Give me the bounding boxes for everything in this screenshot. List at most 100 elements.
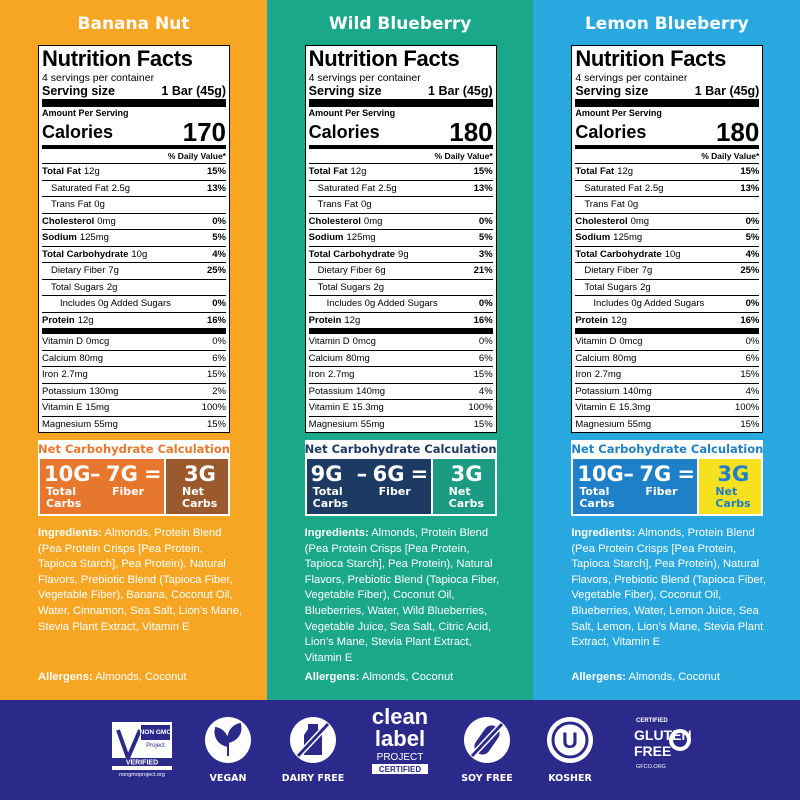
nutrient: Cholesterol 0mg <box>575 216 649 227</box>
net-carb-result: 3G Net Carbs <box>166 459 228 514</box>
nutrient: Sodium 125mg <box>575 232 642 243</box>
equals: = <box>677 462 695 486</box>
nutrient-row: Saturated Fat 2.5g 13% <box>575 179 760 197</box>
amount-per-serving: Amount Per Serving <box>575 108 662 118</box>
rule <box>308 328 493 334</box>
nutrient-dv: 4% <box>212 248 226 260</box>
nutrient-name: Total Fat <box>575 166 615 178</box>
allergens: Allergens: Almonds, Coconut <box>571 671 720 683</box>
nutrient-name: Potassium <box>308 385 354 397</box>
nutrient-dv: 15% <box>473 369 493 381</box>
product-title: Wild Blueberry <box>328 14 472 34</box>
nutrient-amount: 2.5g <box>111 182 131 194</box>
rule <box>42 99 226 107</box>
nutrient-amount: 9g <box>398 248 409 260</box>
nutrient-row: Total Carbohydrate 10g 4% <box>575 245 760 263</box>
ingredients-label: Ingredients: <box>304 527 369 539</box>
nutrient: Dietary Fiber 7g <box>575 265 652 276</box>
net-carbs-label: Net Carbs <box>448 485 484 510</box>
nutrient-row: Iron 2.7mg 15% <box>42 366 226 383</box>
nutrient: Sodium 125mg <box>309 232 376 243</box>
nutrition-label: Nutrition Facts 4 servings per container S… <box>38 45 230 433</box>
nutrient-amount: 0mg <box>97 215 116 227</box>
nutrient-row: Iron 2.7mg 15% <box>575 366 760 383</box>
total-carbs: 9G <box>310 462 343 486</box>
nutrient-amount: 2.5g <box>378 182 397 194</box>
nutrient-row: Vitamin E 15.3mg 100% <box>575 399 760 416</box>
nutrient: Saturated Fat 2.5g <box>575 183 663 194</box>
equals: = <box>410 462 429 486</box>
amount-per-serving: Amount Per Serving <box>42 108 129 118</box>
nutrient: Total Sugars 2g <box>42 282 117 293</box>
nutrient: Cholesterol 0mg <box>42 216 116 227</box>
nutrient-dv: 15% <box>740 166 760 178</box>
calories: Calories 180 <box>309 119 493 145</box>
nutrient-row: Protein 12g 16% <box>575 311 760 329</box>
nutrient-name: Magnesium <box>575 418 625 430</box>
fiber: 6G <box>372 462 405 486</box>
ingredients-label: Ingredients: <box>38 527 103 539</box>
vegan-label: VEGAN <box>209 773 247 784</box>
net-carb-box: Net Carbohydrate Calculation 10G –7G = Total… <box>38 440 230 516</box>
nutrient: Potassium 140mg <box>309 386 385 397</box>
nutrient-name: Iron <box>42 369 59 381</box>
net-carbs: 3G <box>717 462 750 486</box>
nutrient-name: Includes 0g Added Sugars <box>60 298 171 310</box>
nutrient: Trans Fat 0g <box>575 199 638 210</box>
nutrient-row: Vitamin D 0mcg 0% <box>42 334 226 350</box>
leaf <box>214 722 242 756</box>
clean-label-2: label <box>375 726 425 751</box>
nutrient-name: Total Sugars <box>584 281 638 293</box>
nutrient: Potassium 140mg <box>575 386 651 397</box>
nutrition-label: Nutrition Facts 4 servings per container S… <box>304 45 497 433</box>
nutrient-amount: 10g <box>664 248 681 260</box>
slash <box>296 722 330 758</box>
nutrient-amount: 15.3mg <box>618 402 651 414</box>
nutrient-dv: 100% <box>201 402 226 414</box>
non-gmo-url: nongmoproject.org <box>119 772 165 778</box>
non-gmo-verified: VERIFIED <box>126 760 158 767</box>
nutrient-row: Potassium 130mg 2% <box>42 382 226 400</box>
nutrient: Dietary Fiber 6g <box>309 265 386 276</box>
nutrient: Total Carbohydrate 10g <box>42 249 147 260</box>
nutrient-amount: 2.5g <box>644 182 664 194</box>
nutrient-name: Magnesium <box>308 418 358 430</box>
net-carb-title: Net Carbohydrate Calculation <box>571 442 764 456</box>
ingredients-label: Ingredients: <box>571 527 636 539</box>
nutrient: Vitamin D 0mcg <box>42 336 109 347</box>
nutrient: Total Carbohydrate 10g <box>575 249 680 260</box>
calories-label: Calories <box>42 122 114 142</box>
nutrient-dv: 16% <box>206 314 226 326</box>
net-carb-calc: 10G –7G = Total Carbs Fiber <box>40 459 164 514</box>
nutrient-amount: 80mg <box>345 352 370 364</box>
gf-mark <box>669 729 691 751</box>
nutrient: Includes 0g Added Sugars <box>575 298 704 309</box>
serving-value: 1 Bar (45g) <box>161 84 226 98</box>
nutrient-row: Sodium 125mg 5% <box>308 229 493 246</box>
nutrient-name: Cholesterol <box>308 215 361 227</box>
ingredients: Ingredients: Almonds, Protein Blend (Pea… <box>571 526 776 651</box>
nutrient: Calcium 80mg <box>42 353 103 364</box>
nutrient-dv: 15% <box>473 166 493 178</box>
product-column: Lemon Blueberry Nutrition Facts 4 servings… <box>533 0 800 700</box>
dv-header: % Daily Value* <box>167 151 226 161</box>
nutrient: Saturated Fat 2.5g <box>309 183 397 194</box>
nutrient-row: Protein 12g 16% <box>42 311 226 329</box>
fiber: 7G <box>639 462 672 486</box>
nutrient-row: Total Carbohydrate 10g 4% <box>42 245 226 263</box>
label-title: Nutrition Facts <box>308 46 460 71</box>
nutrient-dv: 0% <box>478 215 493 227</box>
nutrient-dv: 100% <box>468 402 493 414</box>
nutrient-row: Trans Fat 0g <box>308 196 493 213</box>
minus: – <box>623 462 634 486</box>
nutrient-row: Total Fat 12g 15% <box>42 163 226 180</box>
nutrient-row: Saturated Fat 2.5g 13% <box>308 179 493 197</box>
net-carbs: 3G <box>450 462 483 486</box>
nutrient-name: Calcium <box>575 352 610 364</box>
nutrient-dv: 6% <box>745 352 760 364</box>
nutrient-row: Iron 2.7mg 15% <box>308 366 493 383</box>
rule <box>42 145 226 149</box>
nutrient-row: Cholesterol 0mg 0% <box>42 212 226 230</box>
nutrient-row: Cholesterol 0mg 0% <box>575 212 760 230</box>
nutrient-row: Cholesterol 0mg 0% <box>308 212 493 230</box>
